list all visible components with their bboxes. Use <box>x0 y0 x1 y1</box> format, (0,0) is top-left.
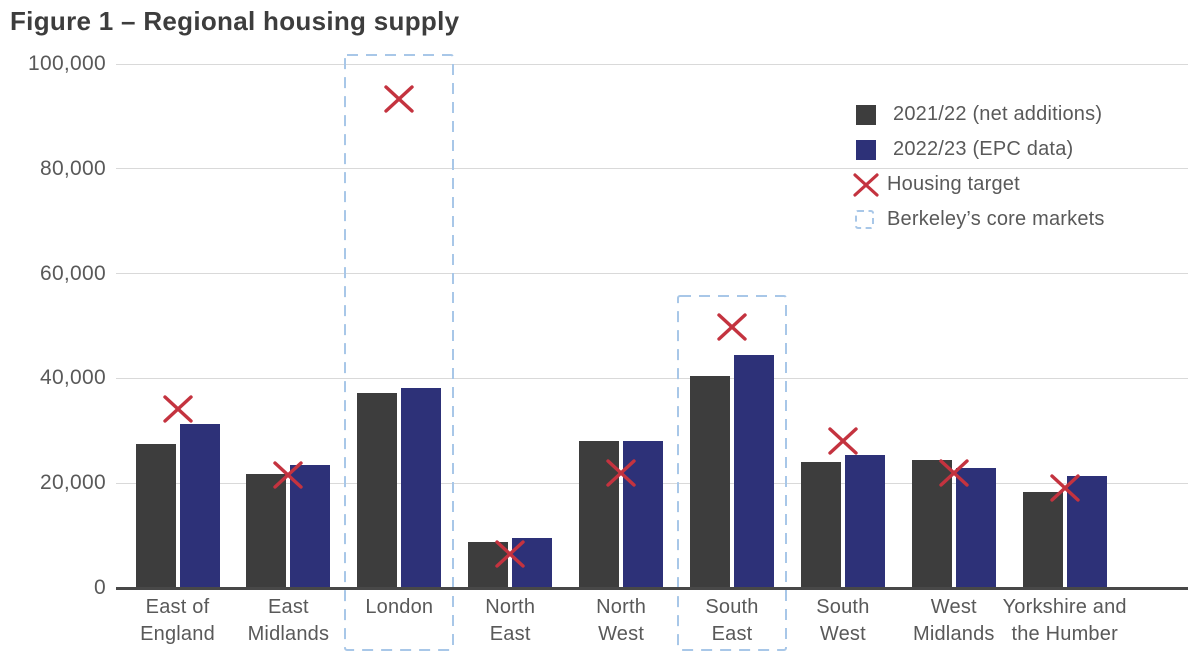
housing-target-x-north-east <box>495 540 525 568</box>
x-label-line: London <box>365 596 434 618</box>
gridline <box>116 168 1188 170</box>
x-label-line: England <box>140 623 215 645</box>
x-label-line: East of <box>145 596 210 618</box>
y-tick-label: 60,000 <box>39 261 106 285</box>
x-category-label-west-midlands: West Midlands <box>814 594 1094 648</box>
legend-item-core-markets: Berkeley’s core markets <box>852 202 1105 237</box>
bar-2021-east-midlands <box>246 473 287 588</box>
bar-2022-west-midlands <box>955 468 996 588</box>
bar-2021-north-east <box>468 541 509 588</box>
bar-2021-south-east <box>690 375 730 588</box>
x-label-line: East <box>489 623 531 645</box>
x-category-label-south-east: South East <box>592 594 872 648</box>
housing-target-x-west-midlands <box>939 459 969 487</box>
x-label-line: South <box>705 596 759 618</box>
x-axis-line <box>116 586 1188 590</box>
legend-label-target: Housing target <box>887 173 1020 195</box>
bar-2021-south-west <box>800 462 841 588</box>
gridline <box>116 377 1188 379</box>
x-category-label-east-midlands: East Midlands <box>148 594 428 648</box>
housing-target-x-south-west <box>828 427 858 455</box>
x-label-line: Midlands <box>912 623 995 645</box>
y-tick-label: 100,000 <box>27 52 106 75</box>
core-market-box-london <box>344 54 455 651</box>
housing-target-x-london <box>384 84 414 113</box>
legend-item-2021: 2021/22 (net additions) <box>852 97 1105 132</box>
x-category-label-east-of-england: East of England <box>38 594 318 648</box>
x-category-label-south-west: South West <box>703 594 983 648</box>
bar-2022-east-of-england <box>179 423 220 588</box>
y-tick-label: 0 <box>94 576 106 599</box>
legend-label-2021: 2021/22 (net additions) <box>893 103 1103 125</box>
legend-item-2022: 2022/23 (EPC data) <box>852 132 1105 167</box>
core-market-box-south-east <box>677 295 787 651</box>
x-label-line: the Humber <box>1011 623 1118 645</box>
x-label-line: North <box>485 596 536 618</box>
x-label-line: South <box>816 596 870 618</box>
x-category-label-north-east: North East <box>370 594 650 648</box>
gridline <box>116 63 1188 65</box>
x-label-line: West <box>819 623 866 645</box>
legend: 2021/22 (net additions) 2022/23 (EPC dat… <box>852 97 1105 237</box>
bar-2022-south-east <box>734 354 774 588</box>
x-category-label-north-west: North West <box>481 594 761 648</box>
x-label-line: Yorkshire and <box>1002 596 1127 618</box>
y-tick-label: 80,000 <box>39 156 106 180</box>
legend-swatch-2021-icon <box>856 104 876 125</box>
x-category-label-london: London <box>259 594 539 621</box>
legend-label-2022: 2022/23 (EPC data) <box>893 138 1074 160</box>
y-tick-label: 40,000 <box>39 366 106 390</box>
bar-2022-london <box>401 388 442 588</box>
legend-label-core-markets: Berkeley’s core markets <box>887 208 1105 230</box>
housing-target-x-icon <box>853 172 879 197</box>
bar-2021-london <box>357 392 398 588</box>
gridline <box>116 273 1188 275</box>
x-label-line: West <box>930 596 977 618</box>
housing-target-x-yorkshire-and-the-humber <box>1049 474 1080 503</box>
x-label-line: West <box>598 623 645 645</box>
x-label-line: North <box>596 596 647 618</box>
housing-target-x-east-midlands <box>273 461 304 490</box>
housing-target-x-north-west <box>606 459 636 487</box>
legend-item-target: Housing target <box>852 167 1105 202</box>
figure-title: Figure 1 – Regional housing supply <box>10 6 460 36</box>
x-label-line: East <box>711 623 753 645</box>
core-markets-dashed-icon <box>855 210 874 229</box>
housing-target-x-south-east <box>717 313 747 341</box>
y-tick-label: 20,000 <box>39 471 106 495</box>
x-label-line: Midlands <box>247 623 330 645</box>
bar-2021-east-of-england <box>135 443 176 588</box>
housing-target-x-east-of-england <box>162 395 193 423</box>
bar-2021-yorkshire-and-the-humber <box>1022 491 1063 588</box>
x-label-line: East <box>267 596 309 618</box>
legend-swatch-2022-icon <box>856 139 876 160</box>
bar-2022-south-west <box>844 454 885 588</box>
x-category-label-yorkshire-and-the-humber: Yorkshire and the Humber <box>925 594 1200 648</box>
